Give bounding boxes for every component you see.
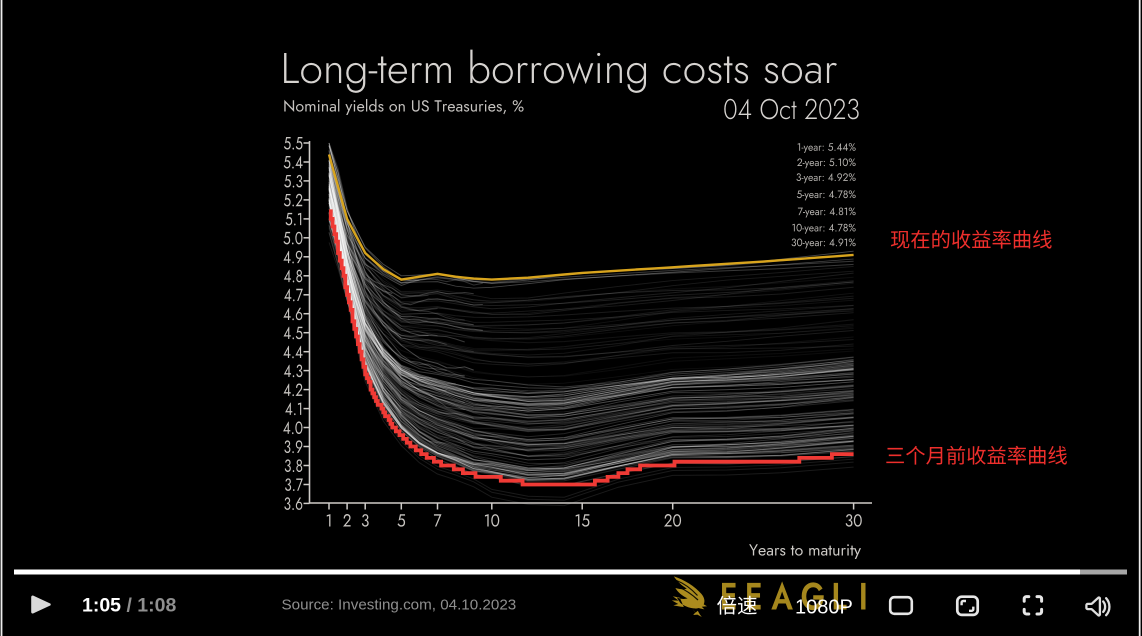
svg-text:1080P: 1080P <box>795 597 853 619</box>
svg-text:Source: Investing.com, 04.10.2: Source: Investing.com, 04.10.2023 <box>282 596 517 613</box>
svg-text:1:05 / 1:08: 1:05 / 1:08 <box>82 595 176 617</box>
